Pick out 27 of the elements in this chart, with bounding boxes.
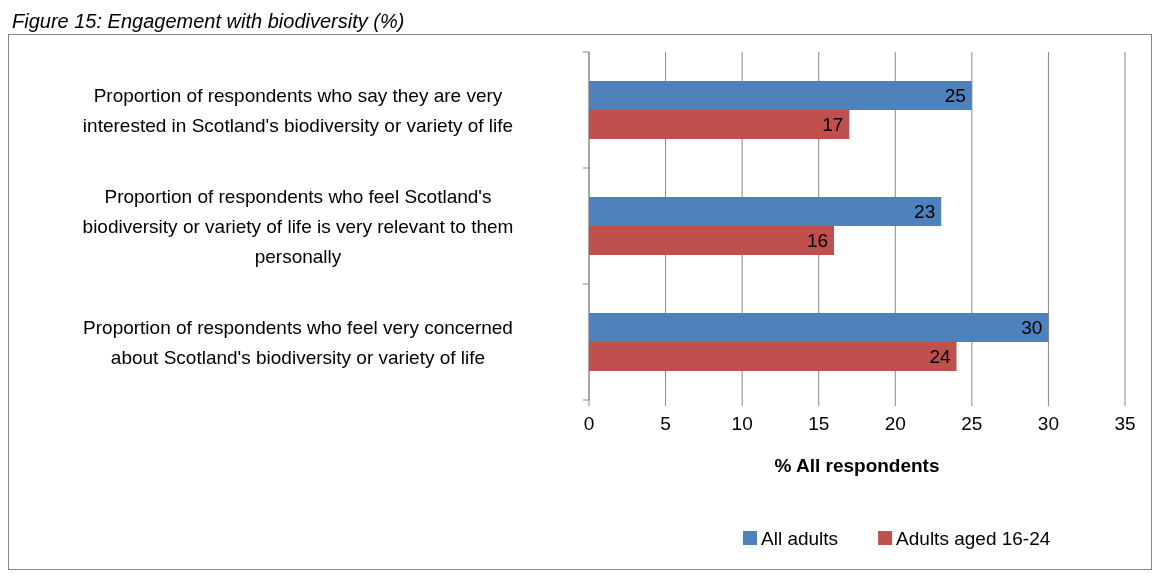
x-tick-label: 30 (1037, 413, 1059, 434)
x-tick-label: 10 (731, 413, 753, 434)
text: Figure 15: Engagement with biodiversity (%) (12, 10, 405, 32)
y-tick-label: Proportion of respondents who feel Scotland's biodiversity or variety of life is very relevant to them personally (82, 185, 514, 267)
bar (589, 81, 972, 110)
data-label: 16 (806, 230, 829, 252)
bar (589, 110, 850, 139)
data-label: 17 (822, 114, 844, 136)
bar (589, 226, 835, 255)
x-tick-label: 5 (660, 413, 671, 434)
data-label: 24 (929, 346, 951, 368)
data-label: 25 (944, 85, 966, 107)
legend-label: Adults aged 16-24 (896, 527, 1051, 549)
x-tick-label: 0 (583, 413, 595, 434)
data-label: 23 (914, 201, 936, 223)
x-tick-label: 35 (1114, 413, 1136, 434)
bar (589, 313, 1049, 342)
y-tick-label: Proportion of respondents who feel very concerned about Scotland's biodiversity or variety of life (83, 316, 513, 368)
x-tick-label: 25 (961, 413, 983, 434)
legend-label: All adults (761, 527, 839, 549)
x-tick-label: 15 (808, 413, 830, 434)
data-label: 30 (1021, 317, 1043, 339)
bar (589, 197, 942, 226)
x-axis-title: % All respondents (774, 455, 940, 476)
bar (589, 342, 957, 371)
x-tick-label: 20 (884, 413, 906, 434)
y-tick-label: Proportion of respondents who say they are very interested in Scotland's biodiversity or variety of life (82, 84, 514, 136)
